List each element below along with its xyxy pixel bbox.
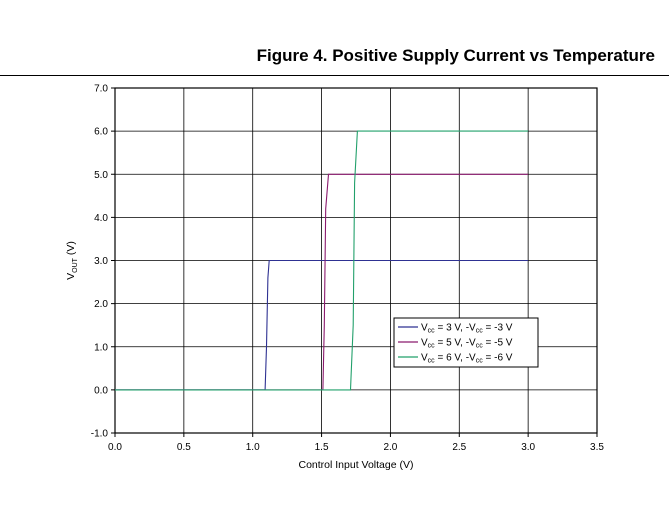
legend-label: Vcc = 5 V, -Vcc = -5 V (421, 338, 513, 350)
title-rule (0, 75, 669, 76)
y-tick-label: 2.0 (94, 299, 108, 310)
x-tick-label: 3.5 (590, 442, 604, 453)
x-tick-label: 0.5 (177, 442, 191, 453)
y-tick-label: 5.0 (94, 170, 108, 181)
series-line (115, 130, 529, 391)
x-tick-label: 2.5 (452, 442, 466, 453)
x-tick-label: 0.0 (108, 442, 122, 453)
x-tick-label: 1.5 (315, 442, 329, 453)
y-tick-label: 6.0 (94, 127, 108, 138)
plot-frame (114, 87, 598, 434)
x-tick-label: 3.0 (521, 442, 535, 453)
x-tick-label: 1.0 (246, 442, 260, 453)
y-axis-label: VOUT (V) (65, 241, 79, 280)
x-axis-label: Control Input Voltage (V) (299, 459, 414, 471)
y-tick-label: 7.0 (94, 84, 108, 95)
legend-label: Vcc = 6 V, -Vcc = -6 V (421, 353, 513, 365)
legend-label: Vcc = 3 V, -Vcc = -3 V (421, 323, 513, 335)
y-tick-label: 1.0 (94, 342, 108, 353)
y-tick-label: 0.0 (94, 385, 108, 396)
y-tick-label: 4.0 (94, 213, 108, 224)
y-tick-label: 3.0 (94, 256, 108, 267)
figure-title: Figure 4. Positive Supply Current vs Tem… (256, 46, 655, 65)
y-tick-label: -1.0 (91, 429, 109, 440)
x-tick-label: 2.0 (383, 442, 397, 453)
